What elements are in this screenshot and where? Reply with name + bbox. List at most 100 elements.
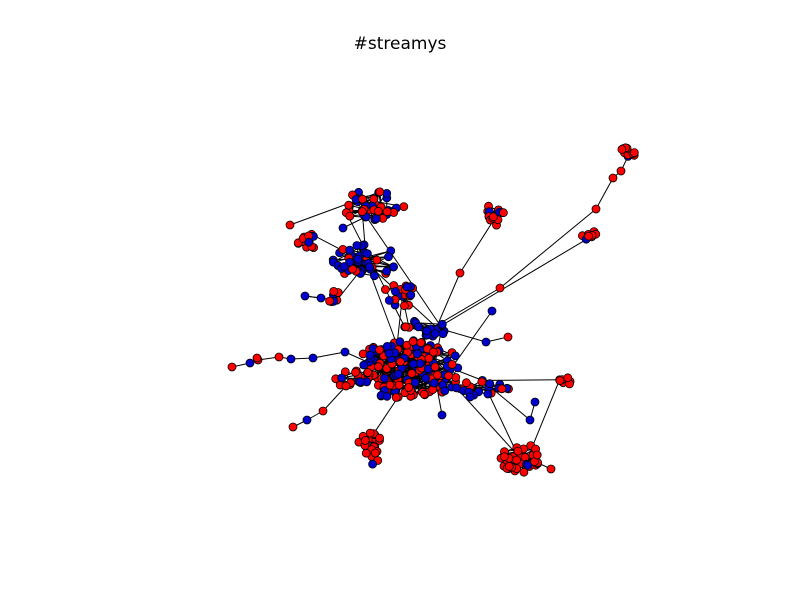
figure-title: #streamys — [353, 34, 447, 54]
graph-node-red — [358, 194, 368, 204]
graph-edge — [524, 379, 561, 465]
graph-edge — [482, 379, 560, 381]
graph-node-blue — [316, 293, 326, 303]
graph-node-blue — [359, 360, 369, 370]
graph-node-red — [419, 389, 429, 399]
graph-node-red — [325, 296, 335, 306]
graph-node-red — [318, 406, 328, 416]
graph-node-red — [252, 353, 262, 363]
graph-node-blue — [450, 351, 460, 361]
graph-node-red — [499, 452, 509, 462]
graph-node-blue — [414, 322, 423, 332]
graph-node-blue — [525, 415, 535, 425]
graph-node-red — [430, 362, 440, 372]
graph-node-red — [532, 450, 542, 460]
graph-node-blue — [338, 223, 348, 233]
graph-node-red — [370, 448, 380, 458]
graph-node-blue — [368, 459, 378, 469]
graph-edge — [499, 208, 597, 289]
graph-node-red — [361, 448, 371, 458]
graph-node-red — [394, 380, 404, 390]
graph-node-red — [399, 301, 409, 311]
graph-edge — [459, 217, 496, 274]
graph-node-red — [404, 383, 414, 392]
node-layer — [227, 143, 639, 477]
graph-node-red — [382, 207, 392, 217]
graph-edge — [449, 310, 493, 371]
graph-node-red — [407, 369, 417, 378]
graph-node-red — [399, 202, 409, 212]
graph-node-blue — [429, 378, 439, 388]
graph-node-red — [369, 194, 379, 204]
graph-edge — [595, 177, 614, 210]
graph-node-blue — [345, 245, 355, 255]
graph-node-red — [498, 208, 508, 218]
graph-node-red — [408, 337, 418, 347]
graph-node-blue — [393, 369, 403, 379]
graph-node-blue — [340, 347, 350, 357]
graph-node-red — [401, 322, 411, 332]
graph-node-red — [341, 381, 351, 391]
graph-node-blue — [339, 262, 349, 271]
graph-node-blue — [523, 460, 533, 470]
graph-node-red — [451, 373, 461, 382]
graph-node-red — [391, 393, 401, 402]
graph-node-blue — [395, 337, 405, 347]
graph-node-blue — [352, 241, 362, 250]
graph-node-blue — [384, 252, 393, 262]
graph-node-red — [329, 286, 339, 296]
graph-node-red — [365, 428, 375, 438]
graph-node-blue — [365, 262, 374, 272]
graph-node-blue — [412, 349, 422, 359]
graph-node-blue — [369, 271, 379, 281]
graph-node-red — [497, 384, 507, 394]
graph-node-blue — [302, 415, 312, 425]
graph-node-red — [591, 204, 601, 214]
graph-node-red — [447, 359, 457, 369]
graph-node-blue — [389, 262, 399, 272]
graph-node-red — [617, 144, 627, 154]
graph-node-red — [285, 220, 295, 230]
graph-node-blue — [362, 249, 372, 259]
graph-node-blue — [382, 341, 392, 351]
graph-node-red — [455, 268, 465, 278]
graph-node-red — [360, 436, 370, 445]
graph-node-red — [375, 187, 385, 197]
graph-node-blue — [438, 329, 448, 339]
graph-node-red — [395, 357, 405, 367]
graph-node-blue — [415, 359, 425, 368]
graph-node-blue — [382, 266, 392, 276]
graph-node-red — [274, 352, 284, 362]
graph-node-red — [288, 422, 298, 432]
graph-node-red — [373, 206, 383, 216]
graph-node-blue — [465, 392, 475, 402]
graph-node-blue — [437, 319, 447, 329]
graph-edge — [441, 235, 593, 326]
graph-node-red — [503, 332, 513, 342]
graph-node-blue — [437, 410, 447, 420]
graph-node-blue — [402, 282, 412, 292]
graph-node-blue — [452, 383, 461, 393]
graph-node-red — [488, 212, 498, 222]
graph-node-red — [512, 455, 521, 465]
graph-node-red — [477, 377, 487, 387]
graph-node-blue — [286, 354, 296, 364]
graph-node-red — [345, 211, 355, 221]
graph-node-red — [363, 368, 373, 377]
graph-node-red — [546, 464, 556, 474]
graph-node-blue — [380, 373, 389, 383]
graph-node-blue — [421, 373, 431, 383]
graph-node-red — [563, 373, 573, 383]
graph-node-red — [461, 378, 471, 388]
graph-node-red — [344, 200, 354, 210]
graph-node-blue — [371, 214, 381, 224]
graph-node-blue — [384, 295, 394, 305]
graph-node-red — [555, 376, 565, 386]
graph-node-red — [584, 231, 593, 241]
graph-node-blue — [440, 386, 450, 396]
graph-node-red — [416, 338, 426, 348]
graph-node-blue — [382, 391, 392, 401]
graph-node-red — [375, 433, 385, 443]
graph-node-red — [373, 362, 383, 372]
